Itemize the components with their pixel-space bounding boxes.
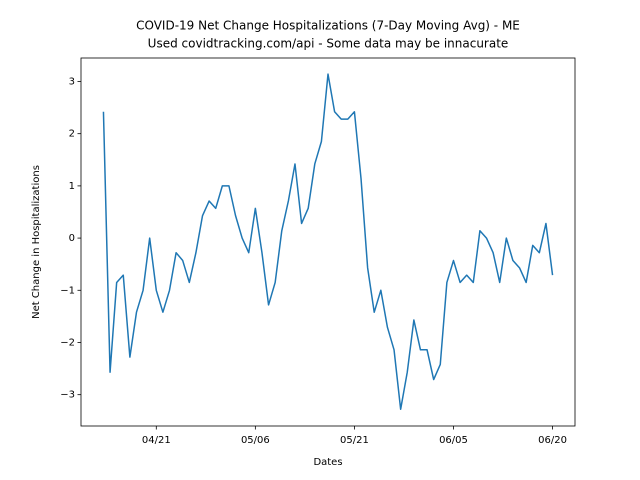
y-tick-label: 2 [69, 129, 75, 140]
y-tick-label: 1 [69, 181, 75, 192]
y-tick-label: 3 [69, 76, 75, 87]
x-tick-label: 06/05 [439, 435, 468, 446]
chart-subtitle: Used covidtracking.com/api - Some data m… [148, 37, 509, 51]
x-tick-label: 05/21 [340, 435, 369, 446]
y-tick-label: −3 [60, 390, 75, 401]
x-tick-label: 05/06 [241, 435, 270, 446]
y-tick-label: 0 [69, 233, 75, 244]
chart-title: COVID-19 Net Change Hospitalizations (7-… [136, 19, 520, 33]
x-tick-label: 04/21 [142, 435, 171, 446]
y-tick-label: −2 [60, 337, 75, 348]
x-tick-label: 06/20 [538, 435, 567, 446]
y-axis-label: Net Change in Hospitalizations [31, 165, 42, 319]
data-line [102, 73, 554, 411]
plot-frame [80, 57, 576, 427]
x-axis-label: Dates [313, 457, 342, 468]
y-tick-label: −1 [60, 285, 75, 296]
